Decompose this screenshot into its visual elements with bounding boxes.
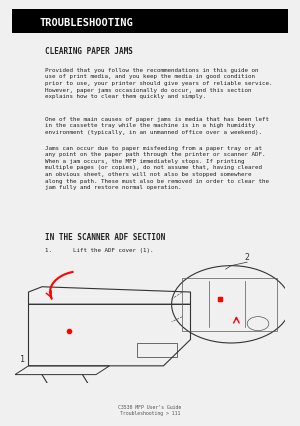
Text: CLEARING PAPER JAMS: CLEARING PAPER JAMS	[45, 47, 133, 56]
Bar	[12, 9, 288, 33]
Text: One of the main causes of paper jams is media that has been left
in the cassette: One of the main causes of paper jams is …	[45, 117, 269, 135]
Text: Jams can occur due to paper misfeeding from a paper tray or at
any point on the : Jams can occur due to paper misfeeding f…	[45, 146, 269, 190]
Bar	[136, 343, 177, 357]
Bar	[182, 278, 277, 331]
Text: IN THE SCANNER ADF SECTION: IN THE SCANNER ADF SECTION	[45, 233, 165, 242]
Text: Provided that you follow the recommendations in this guide on
use of print media: Provided that you follow the recommendat…	[45, 68, 273, 99]
Text: 2: 2	[244, 253, 250, 262]
Text: 1: 1	[20, 355, 26, 364]
Text: 1.      Lift the ADF cover (1).: 1. Lift the ADF cover (1).	[45, 248, 154, 253]
Text: Troubleshooting > 111: Troubleshooting > 111	[120, 411, 180, 416]
Text: TROUBLESHOOTING: TROUBLESHOOTING	[40, 18, 133, 28]
Text: C3530 MFP User's Guide: C3530 MFP User's Guide	[118, 405, 182, 410]
